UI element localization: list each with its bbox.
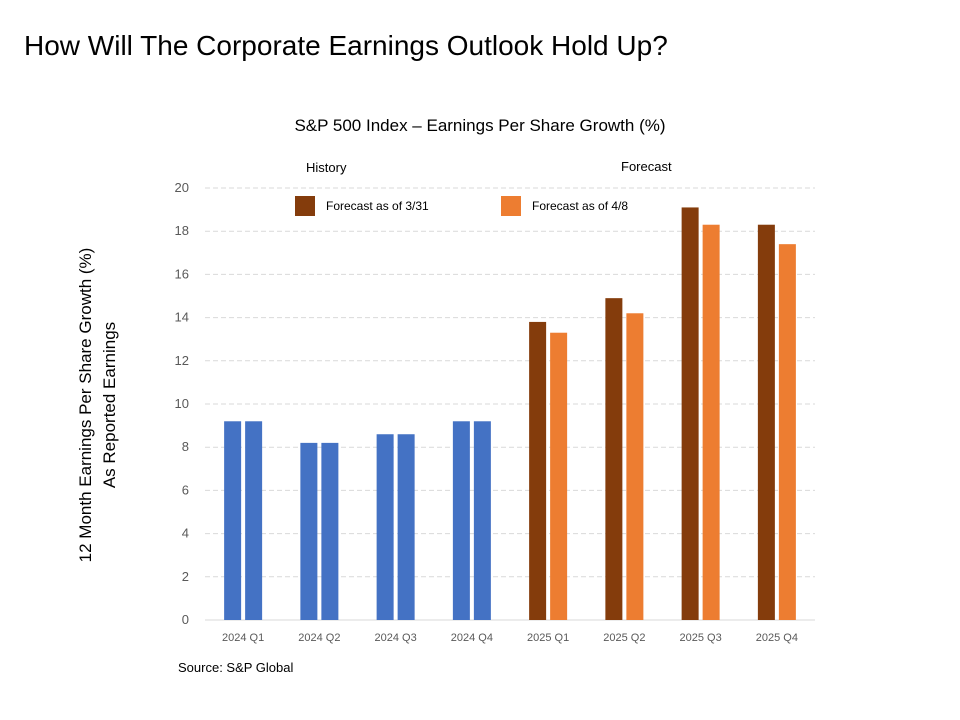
y-tick-label: 8 bbox=[182, 439, 189, 454]
y-tick-label: 2 bbox=[182, 569, 189, 584]
legend-label: Forecast as of 4/8 bbox=[532, 199, 628, 213]
x-tick-label: 2025 Q2 bbox=[603, 632, 645, 644]
bar-2025-q1-series-2 bbox=[550, 332, 568, 620]
y-tick-label: 4 bbox=[182, 526, 189, 541]
x-tick-label: 2024 Q4 bbox=[451, 632, 493, 644]
bar-2024-q1-series-2 bbox=[245, 421, 263, 620]
history-label: History bbox=[306, 160, 347, 175]
y-tick-label: 20 bbox=[175, 180, 189, 195]
bar-2025-q2-series-2 bbox=[626, 313, 644, 620]
bar-2024-q4-series-2 bbox=[473, 421, 491, 620]
x-tick-label: 2024 Q2 bbox=[298, 632, 340, 644]
bar-2024-q3-series-2 bbox=[397, 434, 415, 620]
bar-2025-q4-series-1 bbox=[757, 224, 775, 620]
bar-2024-q3-series-1 bbox=[376, 434, 394, 620]
y-tick-label: 14 bbox=[175, 310, 189, 325]
bar-2024-q4-series-1 bbox=[452, 421, 470, 620]
bar-2024-q1-series-1 bbox=[224, 421, 242, 620]
chart-title: S&P 500 Index – Earnings Per Share Growt… bbox=[294, 116, 666, 135]
slide-title: How Will The Corporate Earnings Outlook … bbox=[24, 30, 668, 61]
y-tick-label: 16 bbox=[175, 266, 189, 281]
y-tick-label: 18 bbox=[175, 223, 189, 238]
x-tick-label: 2025 Q1 bbox=[527, 632, 569, 644]
bar-2025-q1-series-1 bbox=[529, 321, 547, 620]
y-tick-label: 10 bbox=[175, 396, 189, 411]
bar-2025-q4-series-2 bbox=[778, 244, 796, 620]
y-tick-label: 6 bbox=[182, 482, 189, 497]
x-tick-label: 2025 Q3 bbox=[680, 632, 722, 644]
bar-2025-q2-series-1 bbox=[605, 298, 623, 620]
y-tick-label: 0 bbox=[182, 612, 189, 627]
forecast-label: Forecast bbox=[621, 159, 672, 174]
x-tick-label: 2025 Q4 bbox=[756, 632, 798, 644]
legend-swatch bbox=[295, 196, 315, 216]
x-tick-label: 2024 Q3 bbox=[375, 632, 417, 644]
bar-2024-q2-series-2 bbox=[321, 442, 339, 620]
bar-2024-q2-series-1 bbox=[300, 442, 318, 620]
legend-swatch bbox=[501, 196, 521, 216]
y-tick-label: 12 bbox=[175, 353, 189, 368]
legend-label: Forecast as of 3/31 bbox=[326, 199, 429, 213]
source-note: Source: S&P Global bbox=[178, 660, 294, 675]
bar-2025-q3-series-2 bbox=[702, 224, 720, 620]
x-tick-label: 2024 Q1 bbox=[222, 632, 264, 644]
bar-2025-q3-series-1 bbox=[681, 207, 699, 620]
